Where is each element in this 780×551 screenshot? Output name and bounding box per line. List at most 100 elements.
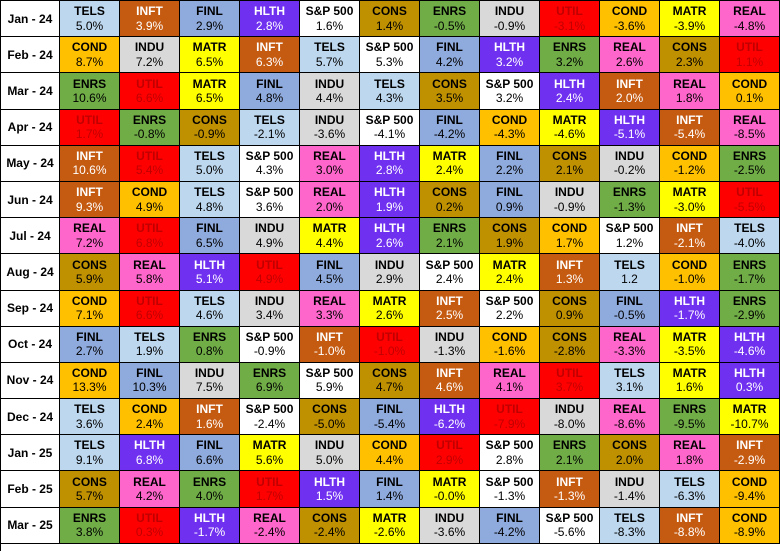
return-value: 3.3% [315,308,344,323]
return-value: -1.3% [433,344,466,359]
return-value: 4.9% [135,199,164,214]
sector-label: REAL [673,438,706,453]
table-cell: INFT 4.6% [420,362,480,400]
table-cell: ENRS 3.8% [60,507,120,544]
sector-label: CONS [492,221,527,236]
sector-label: ENRS [732,148,767,163]
table-cell: TELS 1.2 [600,254,660,291]
return-value: 10.3% [132,380,167,395]
table-cell: INFT 1.3% [540,254,600,291]
return-value: 5.0% [75,18,104,33]
sector-label: REAL [133,474,166,489]
sector-label: ENRS [672,402,707,417]
table-cell: S&P 500 -0.9% [240,326,300,363]
row-label: Aug - 24 [1,254,60,291]
return-value: -8.8% [673,525,706,540]
table-cell: UTIL 3.7% [540,362,600,400]
sector-label: S&P 500 [365,112,414,127]
return-value: 4.4% [375,452,404,467]
return-value: 4.9% [255,271,284,286]
return-value: 0.3% [135,525,164,540]
table-cell: INFT 6.3% [240,37,300,74]
sector-label: INDU [494,4,525,19]
sector-label: ENRS [252,366,287,381]
sector-label: COND [71,293,108,308]
table-cell: S&P 500 2.2% [480,290,540,327]
table-cell: COND -1.0% [660,254,720,291]
return-value: 3.4% [255,308,284,323]
sector-label: MATR [672,185,707,200]
return-value: 1.3% [555,271,584,286]
table-cell: S&P 500 -1.3% [480,471,540,508]
sector-label: INFT [136,4,163,19]
return-value: 2.2% [495,308,524,323]
return-value: -9.5% [673,416,706,431]
return-value: 0.8% [195,344,224,359]
sector-label: MATR [432,148,467,163]
sector-label: FINL [496,185,523,200]
return-value: 4.6% [435,380,464,395]
table-cell: INFT -2.1% [660,218,720,255]
sector-label: HLTH [373,185,406,200]
table-cell: ENRS -9.5% [660,399,720,436]
sector-label: UTIL [556,4,583,19]
row-label: Nov - 24 [1,362,60,400]
table-cell: ENRS 4.0% [180,471,240,508]
table-cell: UTIL -1.0% [360,326,420,363]
return-value: 8.7% [75,54,104,69]
return-value: 2.7% [75,344,104,359]
sector-label: COND [71,366,108,381]
return-value: 3.1% [615,380,644,395]
table-cell: INFT -1.3% [540,471,600,508]
sector-label: MATR [432,474,467,489]
table-cell: ENRS 10.6% [60,73,120,110]
return-value: 2.6% [615,54,644,69]
return-value: 1.8% [675,90,704,105]
table-cell: UTIL 6.6% [120,290,180,327]
row-label: Feb - 25 [1,471,60,508]
sector-label: UTIL [76,112,103,127]
table-cell: FINL 6.5% [180,218,240,255]
table-cell: TELS 4.6% [180,290,240,327]
return-value: 4.0% [195,489,224,504]
table-cell: FINL 4.2% [420,37,480,74]
table-cell: COND -1.6% [480,326,540,363]
sector-label: INFT [256,40,283,55]
return-value: 9.1% [75,452,104,467]
table-cell: S&P 500 2.8% [480,435,540,472]
return-value: -4.3% [493,127,526,142]
row-label: Jun - 24 [1,181,60,219]
sector-label: S&P 500 [245,148,294,163]
return-value: -1.7% [193,525,226,540]
table-cell: REAL 4.2% [120,471,180,508]
return-value: -2.6% [373,525,406,540]
table-cell: FINL -4.2% [420,109,480,146]
sector-label: TELS [134,329,165,344]
table-cell: TELS 4.8% [180,181,240,219]
table-cell: TELS 4.3% [360,73,420,110]
sector-label: ENRS [732,293,767,308]
sector-label: MATR [672,329,707,344]
sector-label: UTIL [256,257,283,272]
return-value: -0.0% [433,489,466,504]
return-value: 0.1% [735,90,764,105]
sector-label: TELS [74,402,105,417]
table-cell: INFT 10.6% [60,145,120,182]
table-cell: HLTH 6.8% [120,435,180,472]
table-cell: CONS 1.9% [480,218,540,255]
sector-label: MATR [192,76,227,91]
return-value: 5.0% [315,452,344,467]
sector-label: COND [671,257,708,272]
return-value: -2.4% [253,525,286,540]
sector-label: CONS [312,510,347,525]
sector-label: MATR [312,221,347,236]
return-value: -1.7% [673,308,706,323]
return-value: -2.4% [253,416,286,431]
sector-label: S&P 500 [245,329,294,344]
sector-label: COND [731,76,768,91]
sector-label: S&P 500 [305,366,354,381]
sector-label: CONS [552,329,587,344]
return-value: 5.7% [315,54,344,69]
return-value: -8.6% [613,416,646,431]
